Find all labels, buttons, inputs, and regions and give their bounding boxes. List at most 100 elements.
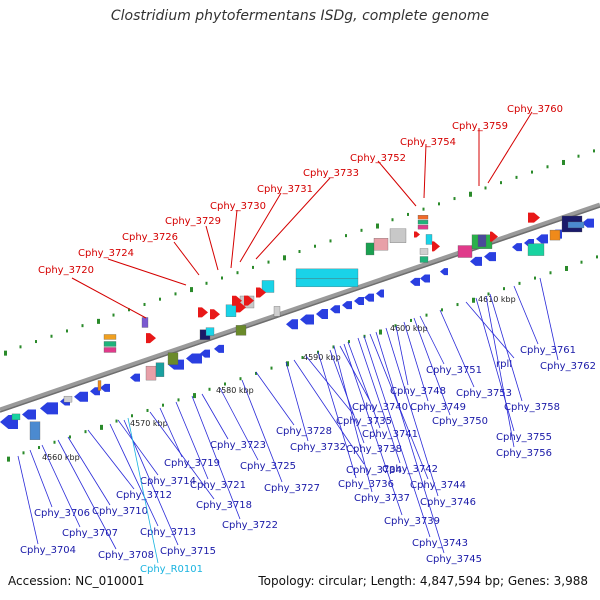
- leader-line: [57, 439, 117, 550]
- tick-mark: [159, 297, 161, 301]
- label-cphy-3759: Cphy_3759: [452, 121, 508, 132]
- gene-arrow: [74, 391, 88, 402]
- gene-feature: [373, 238, 389, 251]
- leader-line: [127, 417, 159, 564]
- gene-label: Cphy_3718: [196, 500, 252, 511]
- scale-4610: 4610 kbp: [478, 295, 516, 304]
- tick-mark: [456, 303, 459, 307]
- gene-label: Cphy_3715: [160, 546, 216, 557]
- accession-text: Accession: NC_010001: [8, 574, 145, 588]
- gene-feature: [417, 225, 429, 230]
- tick-mark: [391, 218, 394, 222]
- gene-feature: [167, 352, 179, 365]
- tick-mark: [174, 292, 177, 296]
- gene-feature: [567, 221, 585, 229]
- leader-line: [343, 343, 403, 516]
- gene-arrow: [410, 277, 420, 286]
- tick-mark: [236, 271, 239, 275]
- gene-label: Cphy_3708: [98, 550, 154, 561]
- genome-backbone-shade: [0, 206, 600, 413]
- leader-line: [149, 411, 215, 500]
- label-cphy-3731: Cphy_3731: [257, 184, 313, 195]
- gene-label: Cphy_3732: [290, 442, 346, 453]
- tick-mark: [438, 202, 440, 206]
- tick-mark: [360, 228, 363, 232]
- gene-feature: [457, 245, 473, 258]
- gene-arrow: [130, 373, 140, 382]
- leader-line: [485, 295, 515, 448]
- tick-mark: [38, 446, 40, 450]
- gene-arrow: [364, 293, 374, 302]
- leader-line: [395, 325, 409, 386]
- tick-mark: [425, 313, 428, 317]
- tick-mark: [565, 265, 568, 271]
- tick-mark: [190, 287, 193, 293]
- leader-line: [513, 285, 539, 345]
- gene-labels: Cphy_3704 Cphy_3706 Cphy_3707 Cphy_3708 Cphy…: [17, 277, 596, 575]
- label-cphy-3726: Cphy_3726: [122, 232, 178, 243]
- gene-label: rplI: [496, 359, 512, 370]
- gene-label: Cphy_3739: [384, 516, 440, 527]
- leader-line: [29, 449, 53, 508]
- ticks-outer: [4, 149, 595, 356]
- gene-label: Cphy_3704: [20, 545, 76, 556]
- topology-text: Topology: circular; Length: 4,847,594 bp…: [258, 574, 588, 588]
- tick-mark: [379, 329, 382, 335]
- gene-label: Cphy_3737: [354, 493, 410, 504]
- tick-mark: [407, 212, 409, 216]
- gene-arrow: [536, 234, 548, 244]
- gene-label: Cphy_3714: [140, 476, 196, 487]
- leader-line: [329, 349, 365, 444]
- gene-label: Cphy_3745: [426, 554, 482, 565]
- gene-label: Cphy_3746: [420, 497, 476, 508]
- tick-mark: [531, 170, 533, 174]
- gene-label: Cphy_3706: [34, 508, 90, 519]
- tick-mark: [131, 414, 133, 418]
- gene-feature: [29, 421, 41, 440]
- leader-line: [475, 297, 515, 432]
- gene-arrow: [470, 256, 482, 266]
- leader-line: [241, 379, 283, 483]
- tick-mark: [283, 255, 286, 261]
- leader-line: [87, 429, 135, 490]
- gene-label: Cphy_3725: [240, 461, 296, 472]
- tick-mark: [298, 250, 301, 254]
- tick-mark: [345, 234, 347, 238]
- gene-arrow: [22, 409, 36, 420]
- gene-feature: [63, 395, 73, 403]
- gene-label: Cphy_3744: [410, 480, 466, 491]
- tick-mark: [515, 175, 518, 179]
- leader-line: [117, 419, 159, 476]
- gene-label: Cphy_3736: [338, 479, 394, 490]
- leader-line: [489, 293, 523, 402]
- gene-label: Cphy_R0101: [140, 564, 203, 575]
- tick-mark: [577, 154, 580, 158]
- leader-line: [439, 309, 475, 388]
- gene-feature: [225, 304, 237, 317]
- leader-line: [293, 359, 365, 465]
- tick-mark: [53, 440, 56, 444]
- label-cphy-3760: Cphy_3760: [507, 104, 563, 115]
- gene-label: Cphy_3719: [164, 458, 220, 469]
- tick-mark: [7, 456, 10, 462]
- gene-label: Cphy_3753: [456, 388, 512, 399]
- gene-feature: [417, 220, 429, 225]
- tick-mark: [112, 313, 115, 317]
- gene-arrow: [244, 295, 254, 306]
- gene-arrow: [376, 289, 384, 298]
- gene-arrow: [146, 333, 156, 344]
- tick-mark: [66, 329, 68, 333]
- gene-feature: [389, 228, 407, 243]
- leader-line: [219, 387, 259, 461]
- gene-feature: [103, 334, 117, 340]
- leader-line: [403, 321, 429, 402]
- gene-feature: [295, 268, 359, 280]
- gene-label: Cphy_3723: [210, 440, 266, 451]
- tick-mark: [484, 186, 487, 190]
- red-highlight-genes: [146, 212, 540, 344]
- tick-mark: [69, 435, 71, 439]
- gene-arrow: [354, 297, 364, 306]
- leader-line: [109, 423, 159, 527]
- gene-feature: [365, 242, 375, 256]
- tick-mark: [376, 223, 379, 229]
